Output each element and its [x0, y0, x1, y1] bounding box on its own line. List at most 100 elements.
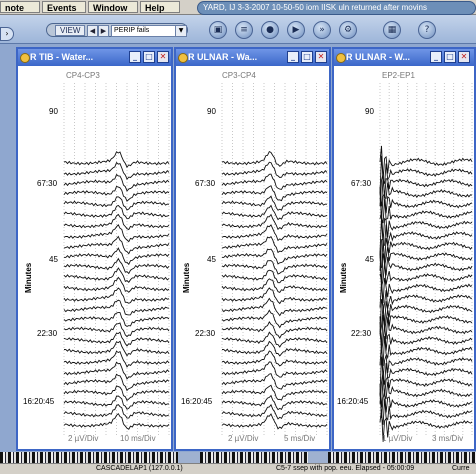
waveform-panel-1[interactable]: R TIB - Water... _ □ ✕ CP4-CP3 Minutes 9… [16, 47, 173, 451]
waveform-trace [379, 217, 473, 253]
waveform-trace [221, 260, 328, 275]
view-label[interactable]: VIEW [55, 25, 86, 36]
y-tick: 67:30 [195, 179, 216, 188]
prev-view-button[interactable]: ◀ [87, 25, 98, 37]
window-icon[interactable]: ▣ [209, 21, 227, 39]
waveform-panel-2[interactable]: R ULNAR - Wa... _ □ ✕ CP3-CP4 Minutes 90… [174, 47, 331, 451]
waveform-trace [63, 247, 170, 266]
waveform-trace [63, 213, 170, 231]
waveform-trace [221, 204, 328, 221]
panel-title: R ULNAR - Wa... [188, 52, 258, 62]
waveform-plot[interactable] [334, 67, 476, 449]
close-button[interactable]: ✕ [458, 51, 470, 63]
waveform-trace [379, 253, 473, 286]
minimize-button[interactable]: _ [129, 51, 141, 63]
waveform-trace [221, 173, 328, 190]
waveform-panel-3[interactable]: R ULNAR - W... _ □ ✕ EP2-EP1 Minutes 90 … [332, 47, 476, 451]
y-tick: 90 [49, 107, 58, 116]
y-tick: 16:20:45 [181, 397, 213, 406]
waveform-trace [221, 213, 328, 231]
trend-timebar[interactable] [0, 452, 476, 463]
waveform-trace [63, 299, 170, 316]
waveform-trace [63, 235, 170, 255]
waveform-trace [63, 257, 170, 275]
status-trailing: Curre [452, 465, 470, 472]
close-button[interactable]: ✕ [157, 51, 169, 63]
waveform-trace [379, 371, 473, 404]
waveform-trace [221, 373, 328, 390]
help-icon[interactable]: ? [418, 21, 436, 39]
waveform-trace [63, 385, 170, 402]
waveform-trace [221, 161, 328, 178]
channel-label: CP4-CP3 [66, 71, 100, 80]
waveform-trace [379, 383, 473, 419]
maximize-button[interactable]: □ [301, 51, 313, 63]
menu-window[interactable]: Window [88, 1, 138, 13]
y-tick: 67:30 [351, 179, 372, 188]
waveform-trace [63, 185, 170, 202]
menu-note[interactable]: note [0, 1, 40, 13]
waveform-trace [221, 195, 328, 211]
sidebar-toggle[interactable]: › [0, 27, 14, 41]
status-bar: CASCADELAP1 (127.0.0.1) C5-7 ssep with p… [0, 463, 476, 474]
waveform-trace [221, 248, 328, 265]
maximize-button[interactable]: □ [143, 51, 155, 63]
menu-bar: note Events Window Help YARD, IJ 3-3-200… [0, 0, 476, 15]
toolbar: › VIEW ◀ ▶ PERIP fails ▼ ▣ ≡ ● ▶ » ⚙ ▦ ? [0, 15, 476, 44]
waveform-trace [221, 150, 328, 167]
page-icon[interactable]: ≡ [235, 21, 253, 39]
menu-events[interactable]: Events [42, 1, 86, 13]
session-status: YARD, IJ 3-3-2007 10-50-50 iom IISK uln … [197, 1, 476, 15]
waveform-trace [63, 161, 170, 181]
minimize-button[interactable]: _ [287, 51, 299, 63]
minimize-button[interactable]: _ [430, 51, 442, 63]
window-icon [178, 53, 188, 63]
waveform-trace [221, 413, 328, 430]
waveform-trace [221, 350, 328, 367]
waveform-trace [379, 316, 473, 354]
menu-help[interactable]: Help [140, 1, 180, 13]
time-scale: 5 ms/Div [284, 434, 316, 443]
y-tick: 45 [207, 255, 216, 264]
amplitude-scale: 2 µV/Div [68, 434, 99, 443]
photo-icon[interactable]: ▦ [383, 21, 401, 39]
play-icon[interactable]: ▶ [287, 21, 305, 39]
waveform-plot[interactable] [176, 67, 331, 449]
fast-forward-icon[interactable]: » [313, 21, 331, 39]
channel-label: CP3-CP4 [222, 71, 256, 80]
maximize-button[interactable]: □ [444, 51, 456, 63]
waveform-trace [221, 278, 328, 293]
waveform-trace [63, 287, 170, 304]
waveform-trace [379, 409, 473, 442]
waveform-trace [221, 340, 328, 357]
waveform-trace [379, 238, 473, 269]
record-icon[interactable]: ● [261, 21, 279, 39]
waveform-trace [379, 252, 473, 288]
waveform-trace [379, 376, 473, 408]
next-view-button[interactable]: ▶ [98, 25, 109, 37]
waveform-trace [221, 287, 328, 305]
waveform-trace [63, 404, 170, 419]
waveform-trace [63, 173, 170, 192]
y-tick: 22:30 [195, 329, 216, 338]
y-tick: 22:30 [351, 329, 372, 338]
waveform-plot[interactable] [18, 67, 173, 449]
chevron-down-icon[interactable]: ▼ [175, 25, 187, 37]
close-button[interactable]: ✕ [315, 51, 327, 63]
waveform-trace [379, 173, 473, 207]
waveform-trace [221, 361, 328, 378]
waveform-trace [221, 224, 328, 242]
y-axis-label: Minutes [339, 262, 348, 293]
waveform-trace [63, 267, 170, 283]
waveform-trace [379, 238, 473, 271]
y-axis-label: Minutes [24, 262, 33, 293]
waveform-trace [379, 281, 473, 312]
settings-icon[interactable]: ⚙ [339, 21, 357, 39]
waveform-trace [379, 356, 473, 395]
view-dropdown[interactable]: PERIP fails [111, 25, 177, 37]
y-axis-label: Minutes [182, 262, 191, 293]
waveform-trace [63, 350, 170, 368]
waveform-trace [379, 186, 473, 220]
waveform-trace [221, 309, 328, 329]
waveform-trace [63, 204, 170, 220]
